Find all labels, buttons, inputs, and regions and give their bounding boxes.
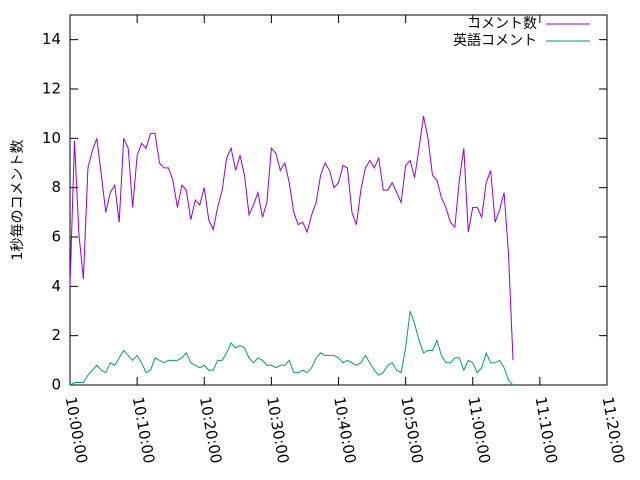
y-tick-label: 4 — [51, 277, 61, 295]
plot-frame — [69, 14, 608, 386]
y-tick-label: 8 — [51, 178, 61, 196]
x-tick-label: 10:30:00 — [263, 395, 292, 464]
x-axis: 10:00:00 10:10:00 10:20:00 10:30:00 10:40:00… — [62, 15, 628, 465]
x-tick-label: 10:50:00 — [397, 395, 426, 464]
y-axis-title: 1秒毎のコメント数 — [10, 140, 26, 261]
x-tick-label: 10:00:00 — [62, 395, 91, 464]
plot-border — [69, 14, 608, 386]
legend-label-2: 英語コメント — [453, 32, 537, 49]
y-tick-label: 0 — [51, 376, 61, 394]
y-tick-label: 6 — [51, 228, 61, 246]
series-line-1 — [69, 116, 514, 361]
x-tick-label: 11:20:00 — [599, 395, 628, 464]
y-tick-label: 12 — [42, 80, 61, 98]
y-tick-label: 2 — [51, 326, 61, 344]
series-line-2 — [69, 310, 514, 386]
y-tick-label: 10 — [42, 129, 61, 147]
x-tick-label: 10:20:00 — [196, 395, 225, 464]
legend-label-1: コメント数 — [467, 16, 537, 32]
y-axis: 0 2 4 6 8 10 12 14 — [42, 30, 607, 394]
x-tick-label: 11:10:00 — [532, 395, 561, 464]
series-lines — [69, 116, 514, 386]
y-tick-label: 14 — [42, 30, 61, 48]
x-tick-label: 10:10:00 — [129, 395, 158, 464]
x-tick-label: 11:00:00 — [464, 395, 493, 464]
x-tick-label: 10:40:00 — [330, 395, 359, 464]
